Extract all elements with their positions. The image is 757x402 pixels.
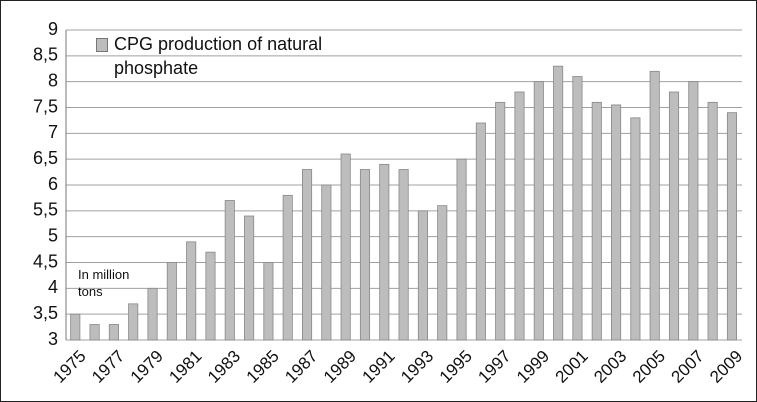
x-tick-label: 1983 xyxy=(204,347,244,387)
bar xyxy=(514,91,525,341)
y-tick-label: 4 xyxy=(48,277,58,297)
bar xyxy=(166,262,177,341)
x-tick-label: 1993 xyxy=(397,347,437,387)
bar xyxy=(263,262,274,341)
x-tick-label: 1985 xyxy=(243,347,283,387)
y-tick-label: 3 xyxy=(48,329,58,349)
bar xyxy=(321,184,332,341)
y-tick-label: 5,5 xyxy=(33,200,58,220)
bar xyxy=(89,324,100,341)
y-tick-label: 6,5 xyxy=(33,148,58,168)
bar xyxy=(553,65,564,341)
bar xyxy=(533,81,544,341)
x-tick-label: 1981 xyxy=(165,347,205,387)
annotation: In million tons xyxy=(78,267,130,299)
bar xyxy=(302,169,313,341)
x-tick-label: 2001 xyxy=(552,347,592,387)
x-tick-label: 1991 xyxy=(359,347,399,387)
bar xyxy=(591,101,602,341)
y-tick-label: 7 xyxy=(48,122,58,142)
bar xyxy=(495,101,506,341)
x-tick-label: 1979 xyxy=(127,347,167,387)
x-tick-label: 1999 xyxy=(513,347,553,387)
y-tick-label: 5 xyxy=(48,225,58,245)
x-tick-label: 2007 xyxy=(668,347,708,387)
bar xyxy=(475,122,486,341)
x-tick-label: 2003 xyxy=(590,347,630,387)
y-tick-label: 9 xyxy=(48,19,58,39)
bar xyxy=(398,169,409,341)
bar xyxy=(456,158,467,341)
legend: CPG production of natural phosphate xyxy=(96,32,326,80)
legend-label: CPG production of natural phosphate xyxy=(114,34,323,78)
y-tick-label: 6 xyxy=(48,174,58,194)
bar xyxy=(688,81,699,341)
x-tick-label: 1977 xyxy=(88,347,128,387)
bar xyxy=(359,169,371,341)
bar xyxy=(108,324,119,341)
bar xyxy=(707,101,718,341)
bar xyxy=(282,194,293,341)
bar xyxy=(649,70,660,341)
x-tick-label: 1975 xyxy=(49,347,89,387)
x-tick-label: 2009 xyxy=(706,347,746,387)
bar xyxy=(244,215,255,341)
bar xyxy=(630,117,641,341)
x-tick-label: 1995 xyxy=(436,347,476,387)
bar xyxy=(340,153,351,341)
x-tick-label: 2005 xyxy=(629,347,669,387)
x-tick-label: 1987 xyxy=(281,347,321,387)
bar xyxy=(611,104,622,341)
bar xyxy=(205,251,216,341)
x-tick-label: 1989 xyxy=(320,347,360,387)
y-tick-label: 3,5 xyxy=(33,303,58,323)
bar xyxy=(437,205,448,341)
y-tick-label: 4,5 xyxy=(33,251,58,271)
bar xyxy=(417,210,428,341)
bar xyxy=(572,76,583,341)
bar xyxy=(726,112,737,341)
y-tick-label: 7,5 xyxy=(33,96,58,116)
bar xyxy=(224,200,235,341)
legend-swatch xyxy=(96,38,108,52)
bar xyxy=(147,287,158,341)
bar xyxy=(186,241,197,341)
y-tick-label: 8,5 xyxy=(33,45,58,65)
bar xyxy=(128,303,139,341)
bar xyxy=(668,91,680,341)
bar xyxy=(70,313,81,341)
y-tick-label: 8 xyxy=(48,70,58,90)
x-tick-label: 1997 xyxy=(474,347,514,387)
bar xyxy=(379,163,390,341)
